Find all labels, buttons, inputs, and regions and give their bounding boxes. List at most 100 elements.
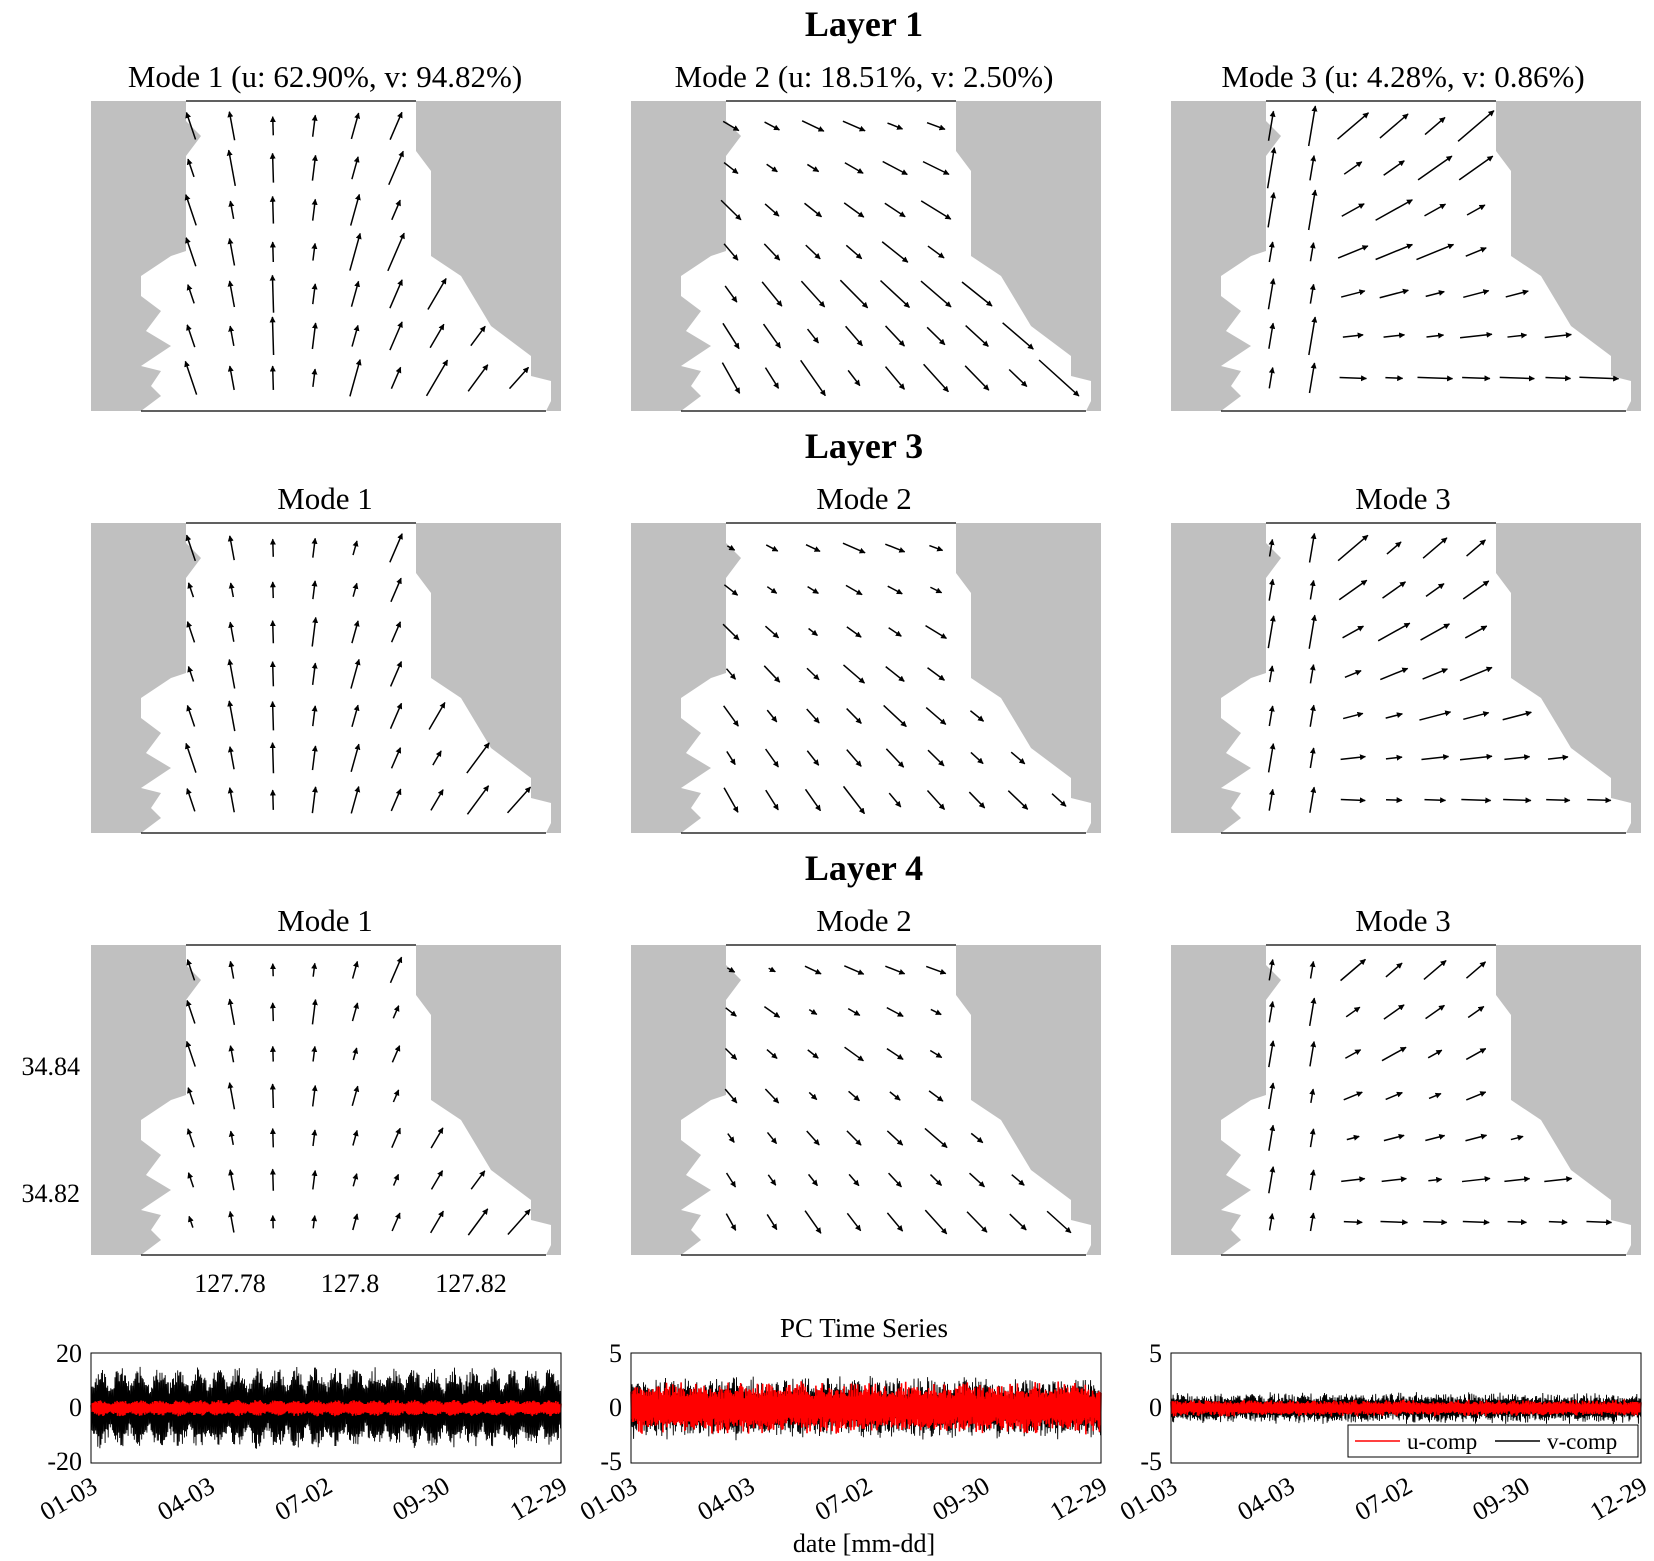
quiver-arrow (311, 616, 319, 647)
quiver-arrow (1345, 1006, 1361, 1018)
quiver-arrow (1268, 241, 1275, 263)
pc1-ytick-bot: -20 (47, 1447, 82, 1476)
legend-v-label: v-comp (1547, 1429, 1617, 1454)
quiver-arrow (1268, 1124, 1276, 1151)
quiver-arrow (1425, 290, 1445, 298)
quiver-arrow (269, 620, 276, 644)
quiver-arrow (1544, 1176, 1573, 1183)
quiver-arrow (1038, 359, 1080, 397)
quiver-arrow (1340, 754, 1366, 761)
quiver-arrow (722, 623, 740, 641)
quiver-arrow (1427, 1049, 1443, 1059)
quiver-arrow (924, 1209, 948, 1235)
pc2-ytick-mid: 0 (609, 1393, 622, 1422)
quiver-arrow (351, 324, 360, 347)
quiver-arrow (1337, 112, 1369, 140)
map-panel-l2-m1 (91, 522, 561, 834)
quiver-arrow (1381, 1176, 1407, 1183)
quiver-arrow (1309, 1088, 1316, 1104)
quiver-arrow (1382, 581, 1406, 599)
pc-series-u-comp (630, 1381, 1102, 1435)
quiver-arrow (389, 533, 403, 563)
quiver-arrow (390, 747, 402, 769)
water-area (681, 945, 1091, 1255)
pc2-xtick-04-03: 04-03 (692, 1471, 759, 1526)
quiver-arrow (425, 359, 449, 397)
quiver-arrow (1505, 289, 1529, 298)
quiver-arrow (926, 790, 946, 810)
quiver-arrow (1338, 579, 1368, 601)
quiver-arrow (185, 999, 196, 1024)
quiver-arrow (1268, 322, 1276, 349)
quiver-arrow (806, 708, 820, 724)
quiver-arrow (1383, 332, 1406, 339)
quiver-arrow (269, 1083, 276, 1109)
quiver-arrow (1337, 534, 1369, 562)
quiver-arrow (1375, 199, 1413, 221)
quiver-arrow (842, 542, 866, 554)
quiver-arrow (1341, 203, 1365, 217)
quiver-arrow (846, 708, 862, 724)
quiver-arrow (724, 1047, 738, 1061)
quiver-arrow (1465, 247, 1487, 257)
quiver-arrow (969, 710, 985, 722)
pc1-ytick-top: 20 (56, 1339, 82, 1368)
mode-title-l1-m1: Mode 1 (u: 62.90%, v: 94.82%) (128, 59, 522, 94)
quiver-arrow (886, 1006, 904, 1018)
quiver-arrow (1342, 711, 1364, 720)
quiver-arrow (311, 1169, 318, 1190)
quiver-arrow (1268, 788, 1275, 811)
quiver-arrow (1309, 242, 1316, 262)
quiver-arrow (720, 199, 742, 221)
quiver-arrow (843, 202, 865, 218)
quiver-arrow (1425, 1004, 1445, 1020)
quiver-arrow (924, 1127, 948, 1149)
quiver-arrow (725, 1007, 737, 1017)
quiver-arrow (930, 1008, 942, 1016)
quiver-arrow (764, 748, 780, 768)
quiver-arrow (228, 1210, 235, 1233)
quiver-arrow (390, 621, 402, 643)
map-panel-l1-m2 (631, 100, 1101, 412)
quiver-arrow (311, 786, 318, 814)
quiver-arrow (1010, 751, 1026, 765)
layer-title-1: Layer 1 (805, 4, 923, 44)
quiver-arrow (470, 1170, 486, 1190)
layer-title-4: Layer 4 (805, 848, 923, 888)
quiver-arrow (807, 585, 819, 595)
quiver-arrow (845, 325, 863, 347)
pc1-ytick-mid: 0 (69, 1393, 82, 1422)
pc-panel-1 (90, 1352, 562, 1464)
quiver-arrow (1268, 705, 1275, 727)
quiver-arrow (466, 742, 490, 774)
quiver-map-panels (91, 100, 1641, 1256)
mode-title-l3-m3: Mode 3 (1355, 481, 1451, 516)
quiver-arrow (391, 1127, 401, 1148)
legend-u-label: u-comp (1407, 1429, 1477, 1454)
quiver-arrow (766, 1048, 778, 1060)
quiver-arrow (184, 194, 197, 226)
quiver-arrow (269, 1168, 276, 1191)
quiver-arrow (846, 749, 862, 767)
quiver-arrow (765, 544, 779, 552)
quiver-arrow (725, 1213, 737, 1231)
quiver-arrow (186, 621, 196, 643)
pc-axes-box (630, 1352, 1102, 1464)
quiver-arrow (922, 160, 950, 176)
quiver-arrow (1459, 331, 1493, 339)
quiver-arrow (350, 786, 361, 814)
pc1-xtick-01-03: 01-03 (35, 1471, 102, 1526)
pc2-xtick-09-30: 09-30 (927, 1471, 994, 1526)
quiver-arrow (1340, 958, 1366, 982)
quiver-arrow (764, 203, 780, 217)
quiver-arrow (806, 163, 820, 173)
quiver-arrow (227, 111, 236, 141)
quiver-arrow (721, 362, 741, 394)
quiver-arrow (1423, 959, 1447, 981)
quiver-arrow (1424, 116, 1446, 136)
quiver-arrow (966, 1211, 988, 1233)
quiver-arrow (508, 366, 530, 390)
quiver-arrow (765, 789, 779, 811)
quiver-arrow (764, 1088, 780, 1104)
